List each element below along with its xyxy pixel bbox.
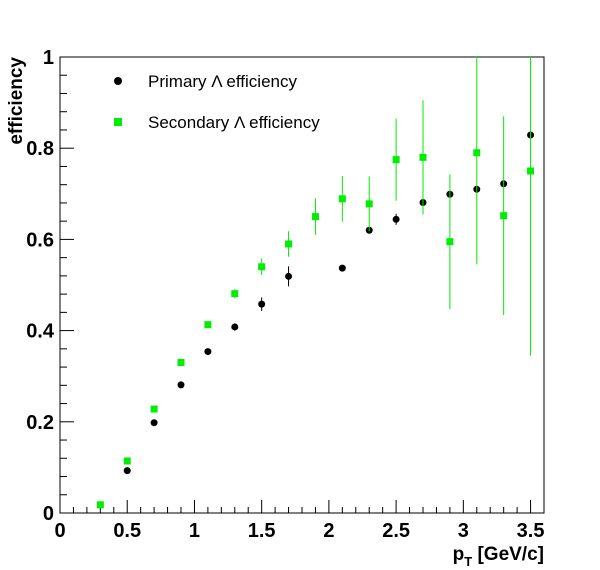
- x-axis: 0 0.5 1 1.5 2 2.5 3 3.5: [54, 500, 545, 542]
- x-tick-label: 3.5: [517, 520, 545, 542]
- data-point: [392, 215, 400, 223]
- legend-marker-primary: [114, 77, 122, 85]
- data-point: [258, 263, 266, 271]
- data-point: [285, 272, 293, 280]
- series-primary: [123, 131, 535, 475]
- data-point: [338, 195, 346, 203]
- x-tick-label: 0: [54, 520, 65, 542]
- y-axis-title: efficiency: [6, 57, 27, 145]
- data-point: [446, 238, 454, 246]
- data-point: [311, 213, 319, 221]
- x-tick-label: 0.5: [113, 520, 141, 542]
- x-tick-label: 3: [458, 520, 469, 542]
- y-tick-label: 0.4: [26, 321, 55, 343]
- data-point: [392, 156, 400, 164]
- data-point: [123, 467, 131, 475]
- data-point: [338, 264, 346, 272]
- data-point: [527, 167, 535, 175]
- data-point: [285, 240, 293, 248]
- legend-label-primary: Primary Λ efficiency: [148, 72, 297, 91]
- data-point: [500, 212, 508, 220]
- y-tick-label: 0.8: [26, 138, 54, 160]
- data-point: [231, 290, 239, 298]
- data-point: [177, 359, 185, 367]
- y-tick-label: 0: [43, 503, 54, 525]
- legend: Primary Λ efficiency Secondary Λ efficie…: [114, 72, 320, 132]
- data-point: [419, 153, 427, 161]
- y-tick-label: 0.2: [26, 412, 54, 434]
- series-layer: [96, 57, 535, 509]
- x-tick-label: 2: [323, 520, 334, 542]
- legend-label-secondary: Secondary Λ efficiency: [148, 113, 320, 132]
- data-point: [150, 405, 158, 413]
- x-tick-label: 2.5: [382, 520, 410, 542]
- y-axis: 0 0.2 0.4 0.6 0.8 1: [26, 47, 74, 525]
- data-point: [123, 457, 131, 465]
- data-point: [150, 419, 158, 427]
- data-point: [365, 200, 373, 208]
- legend-marker-secondary: [114, 118, 122, 126]
- y-tick-label: 0.6: [26, 229, 54, 251]
- x-axis-title-subscript: T: [464, 554, 472, 569]
- data-point: [177, 381, 185, 389]
- data-point: [258, 300, 266, 308]
- x-axis-title-unit: [GeV/c]: [472, 544, 544, 565]
- y-tick-label: 1: [43, 47, 54, 69]
- x-axis-title-main: p: [453, 544, 465, 565]
- x-tick-label: 1: [189, 520, 200, 542]
- series-secondary: [96, 57, 535, 509]
- data-point: [231, 323, 239, 331]
- data-point: [96, 501, 104, 509]
- data-point: [473, 149, 481, 157]
- x-axis-title: pT [GeV/c]: [453, 544, 544, 569]
- data-point: [204, 348, 212, 356]
- data-point: [204, 321, 212, 329]
- x-tick-label: 1.5: [248, 520, 276, 542]
